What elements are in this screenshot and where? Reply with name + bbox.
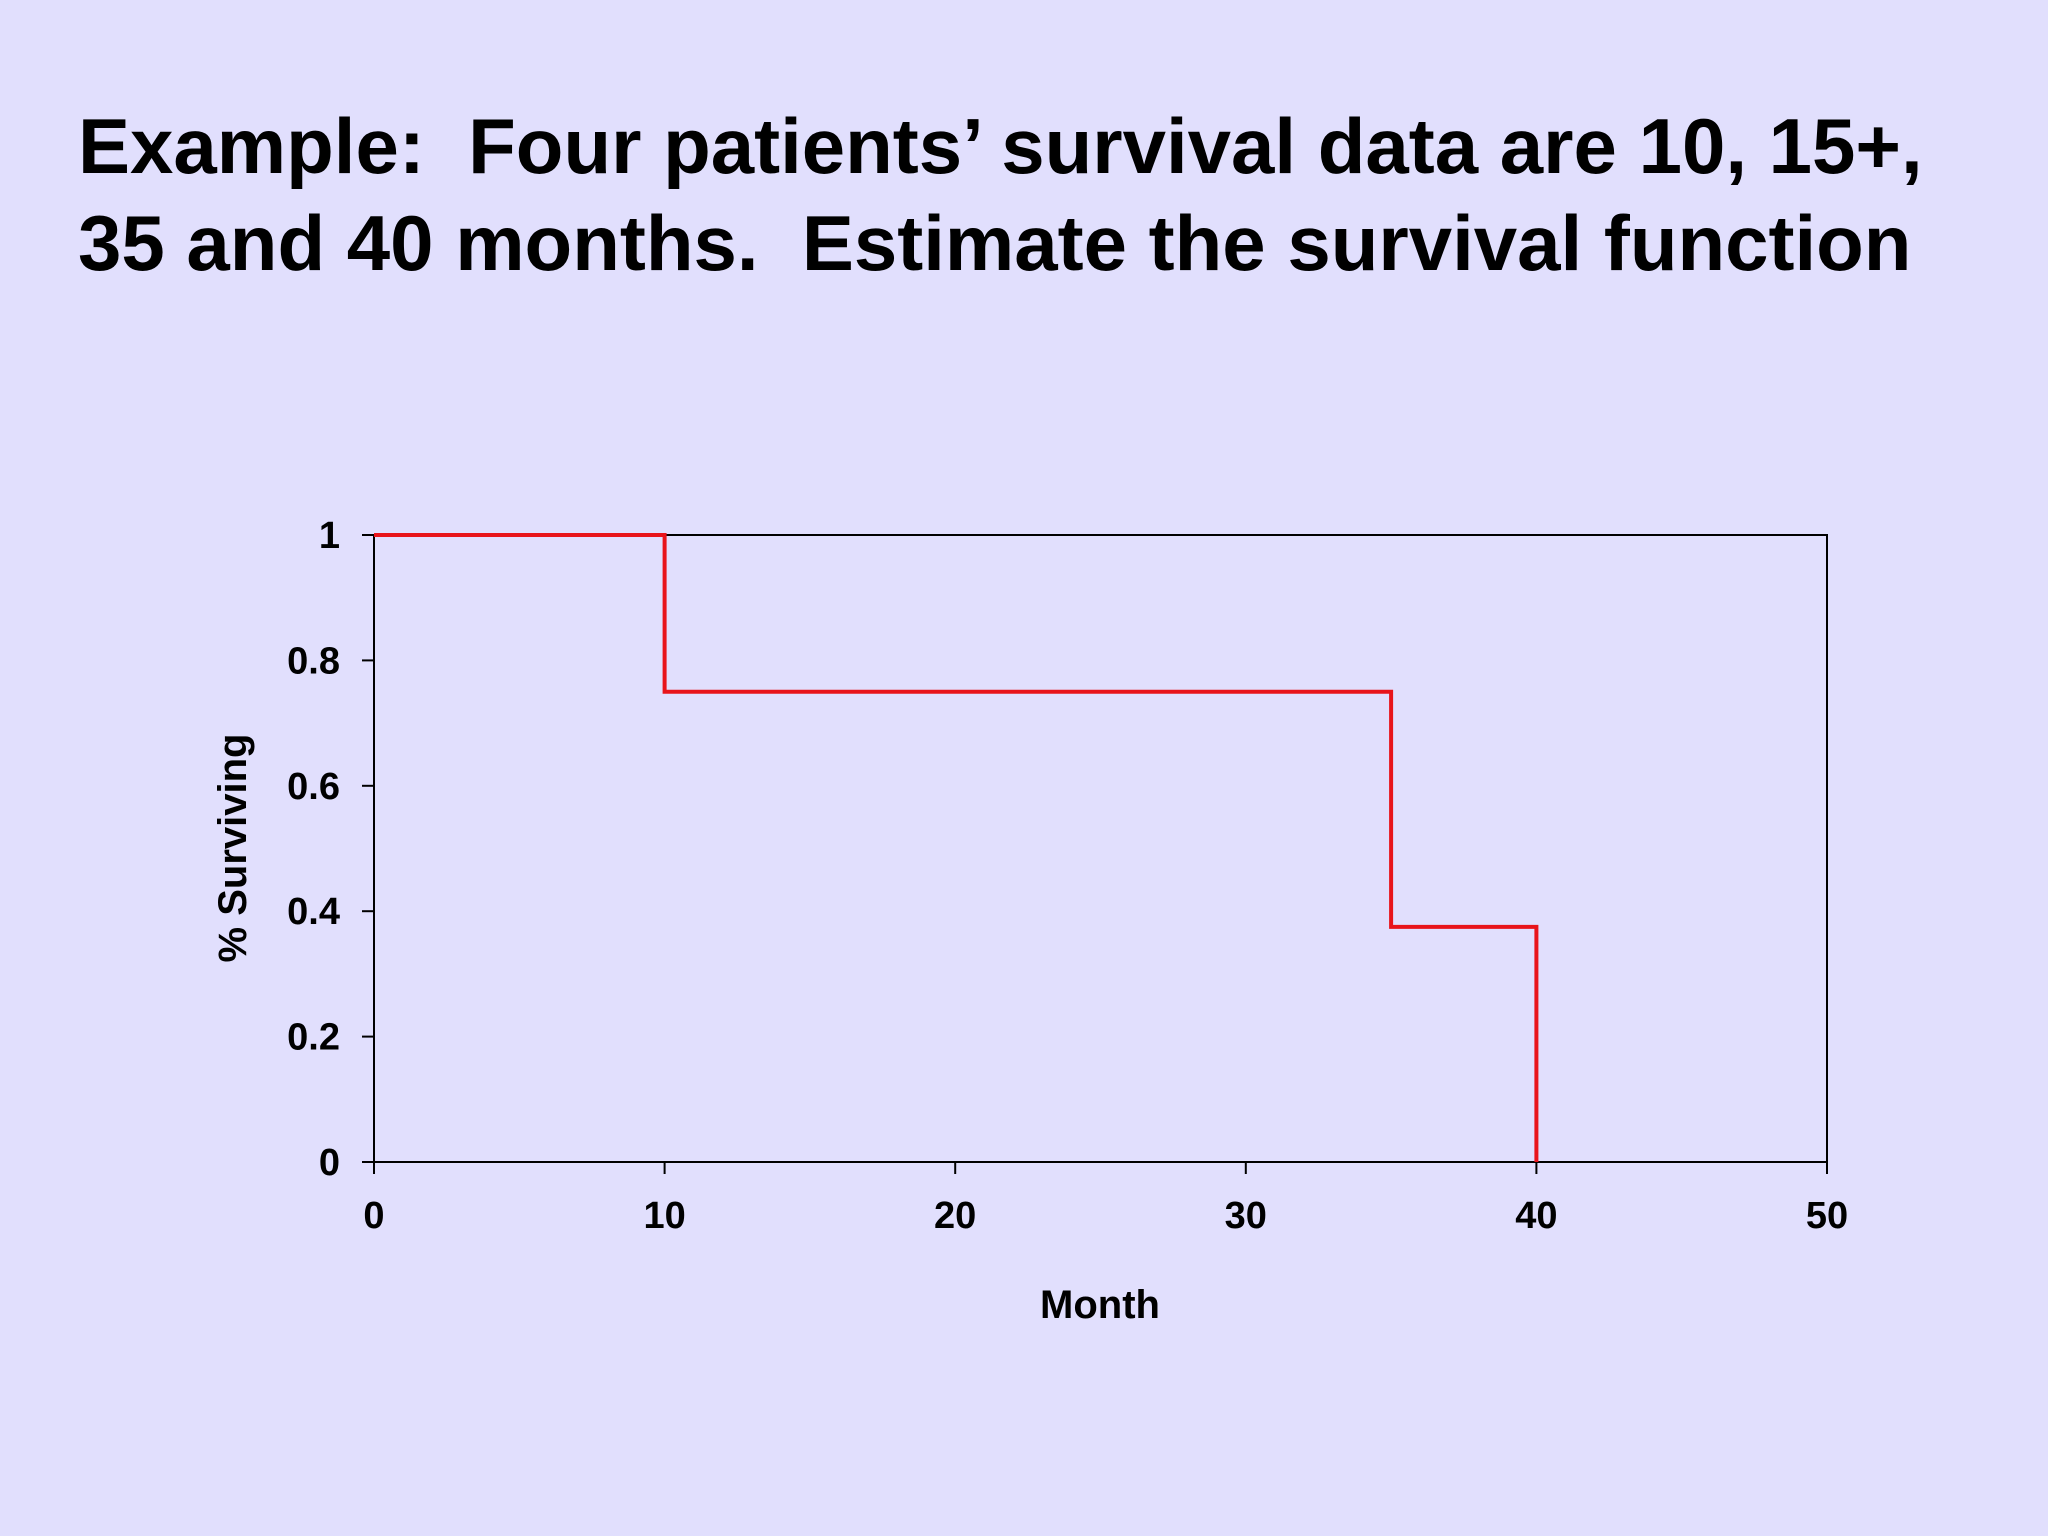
y-tick-label: 0.8 (287, 640, 340, 682)
x-axis-title: Month (1040, 1283, 1160, 1327)
x-tick-label: 10 (643, 1195, 685, 1237)
y-tick-label: 1 (319, 515, 340, 557)
x-tick-label: 30 (1225, 1195, 1267, 1237)
y-tick-label: 0.2 (287, 1017, 340, 1059)
slide-title-line-2: 35 and 40 months. Estimate the survival … (78, 199, 1912, 287)
x-tick-label: 40 (1515, 1195, 1557, 1237)
slide-title: Example: Four patients’ survival data ar… (78, 98, 2018, 292)
survival-step-line (374, 533, 1539, 1162)
y-axis-title: % Surviving (211, 734, 255, 963)
x-axis-ticks: 0 10 20 30 40 50 (363, 1162, 1848, 1237)
x-tick-label: 0 (363, 1195, 384, 1237)
y-tick-label: 0.6 (287, 766, 340, 808)
y-axis-ticks: 0 0.2 0.4 0.6 0.8 1 (287, 515, 374, 1184)
x-tick-label: 50 (1806, 1195, 1848, 1237)
plot-area-frame (373, 534, 1828, 1163)
x-tick-label: 20 (934, 1195, 976, 1237)
y-tick-label: 0 (319, 1142, 340, 1184)
y-tick-label: 0.4 (287, 891, 340, 933)
series-layer (374, 533, 1539, 1162)
slide-title-line-1: Example: Four patients’ survival data ar… (78, 102, 1923, 190)
